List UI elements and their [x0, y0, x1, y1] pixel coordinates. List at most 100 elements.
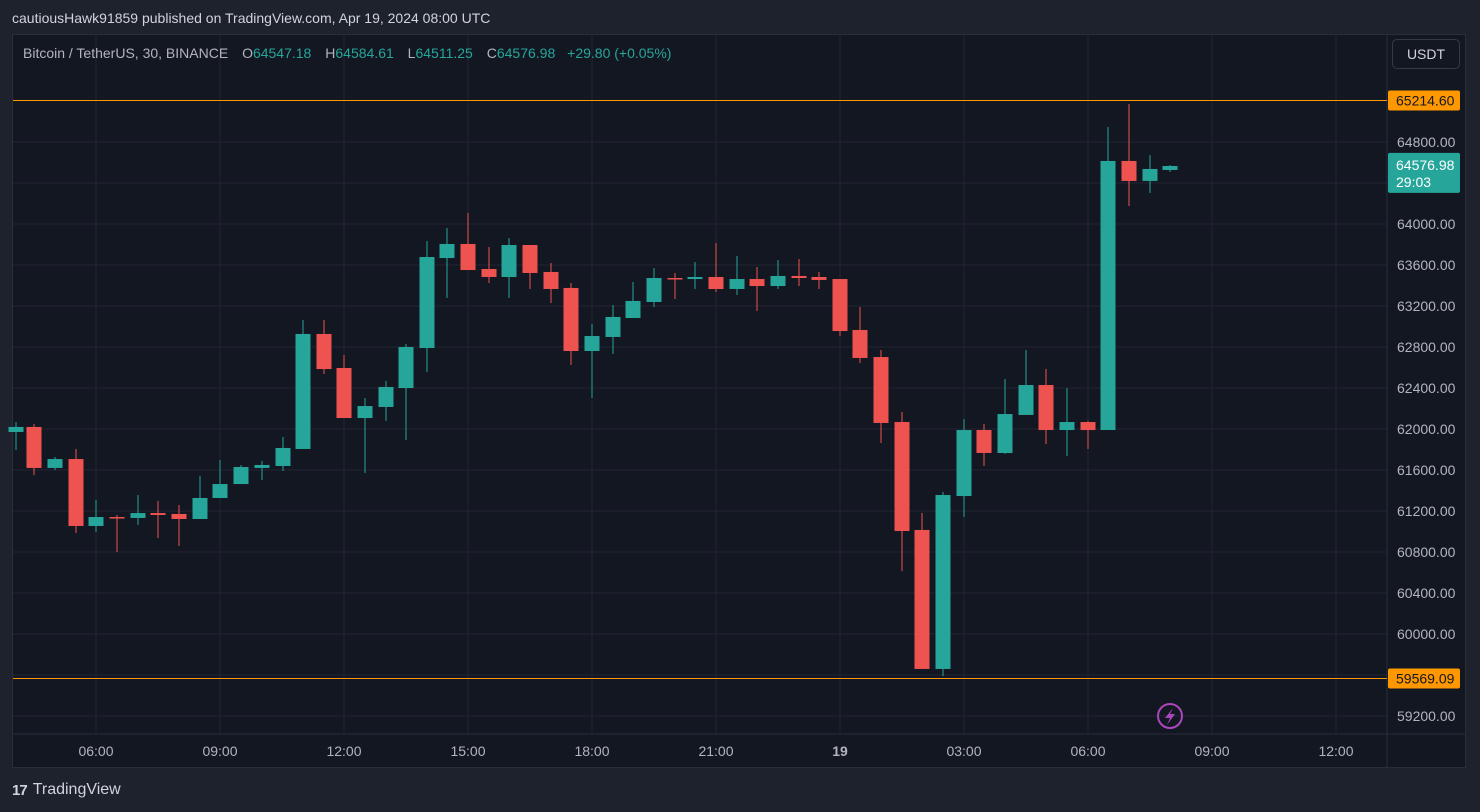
candle-body[interactable]	[192, 497, 208, 519]
candle-body[interactable]	[68, 459, 84, 526]
tradingview-logo-icon: 17	[12, 781, 28, 799]
candle-body[interactable]	[1080, 422, 1096, 431]
bar-countdown-label: 29:03	[1396, 174, 1431, 190]
time-tick-label: 15:00	[450, 743, 485, 759]
candle-body[interactable]	[914, 529, 930, 669]
candle-body[interactable]	[275, 447, 291, 467]
candle-body[interactable]	[26, 426, 42, 468]
candle-body[interactable]	[625, 300, 641, 318]
open-label: O	[242, 45, 253, 61]
candle-body[interactable]	[894, 422, 910, 531]
candle-body[interactable]	[130, 513, 146, 518]
price-tick-label: 62000.00	[1397, 421, 1456, 437]
candle-body[interactable]	[419, 257, 435, 349]
candle-body[interactable]	[460, 243, 476, 271]
price-tick-label: 62400.00	[1397, 380, 1456, 396]
price-tick-label: 63600.00	[1397, 257, 1456, 273]
candle-body[interactable]	[109, 517, 125, 519]
candle-body[interactable]	[584, 336, 600, 351]
candle-body[interactable]	[47, 459, 63, 468]
time-tick-label: 09:00	[1194, 743, 1229, 759]
price-tick-label: 62800.00	[1397, 339, 1456, 355]
candle-body[interactable]	[563, 287, 579, 351]
close-value: 64576.98	[496, 45, 556, 61]
candle-body[interactable]	[212, 484, 228, 498]
symbol-title: Bitcoin / TetherUS, 30, BINANCE	[23, 45, 229, 61]
candle-body[interactable]	[357, 406, 373, 419]
candle-body[interactable]	[1142, 168, 1158, 181]
candle-body[interactable]	[708, 276, 724, 289]
candle-body[interactable]	[522, 245, 538, 273]
candle-body[interactable]	[605, 316, 621, 337]
candle-body[interactable]	[481, 268, 497, 277]
publish-info: cautiousHawk91859 published on TradingVi…	[12, 10, 491, 26]
candle-body[interactable]	[1162, 165, 1178, 170]
candle-body[interactable]	[646, 278, 662, 303]
candle-body[interactable]	[749, 279, 765, 287]
time-tick-label: 06:00	[1070, 743, 1105, 759]
open-value: 64547.18	[252, 45, 312, 61]
chart-frame[interactable]	[12, 34, 1466, 768]
horizontal-line-price-label: 65214.60	[1396, 93, 1455, 109]
candle-body[interactable]	[935, 495, 951, 669]
candle-body[interactable]	[171, 513, 187, 519]
close-label: C	[486, 45, 497, 61]
price-tick-label: 61200.00	[1397, 503, 1456, 519]
candle-body[interactable]	[770, 275, 786, 287]
price-tick-label: 61600.00	[1397, 462, 1456, 478]
candle-body[interactable]	[687, 276, 703, 280]
price-tick-label: 60400.00	[1397, 585, 1456, 601]
time-tick-label: 03:00	[946, 743, 981, 759]
candle-body[interactable]	[378, 386, 394, 407]
candle-body[interactable]	[8, 426, 24, 432]
lightning-alert-icon[interactable]	[1157, 703, 1183, 729]
time-tick-label: 18:00	[574, 743, 609, 759]
candle-body[interactable]	[398, 347, 414, 388]
candle-body[interactable]	[316, 333, 332, 370]
candle-body[interactable]	[233, 467, 249, 485]
symbol-legend: Bitcoin / TetherUS, 30, BINANCE O64547.1…	[23, 45, 671, 61]
currency-button[interactable]: USDT	[1392, 39, 1460, 69]
time-tick-label: 19	[832, 743, 848, 759]
low-label: L	[407, 45, 416, 61]
time-tick-label: 06:00	[78, 743, 113, 759]
candle-body[interactable]	[543, 271, 559, 289]
candle-body[interactable]	[811, 276, 827, 280]
brand-name: TradingView	[32, 781, 121, 798]
candle-body[interactable]	[501, 245, 517, 277]
price-tick-label: 60800.00	[1397, 544, 1456, 560]
candle-body[interactable]	[791, 275, 807, 279]
horizontal-line-price-badge	[1388, 90, 1460, 111]
candle-body[interactable]	[1121, 160, 1137, 181]
candle-body[interactable]	[88, 517, 104, 526]
candle-body[interactable]	[729, 279, 745, 289]
candle-body[interactable]	[667, 278, 683, 280]
candle-body[interactable]	[1100, 160, 1116, 431]
candle-body[interactable]	[956, 430, 972, 497]
candle-body[interactable]	[873, 357, 889, 423]
lightning-bolt-icon	[1165, 708, 1175, 725]
candle-body[interactable]	[832, 279, 848, 332]
price-tick-label: 64800.00	[1397, 134, 1456, 150]
price-tick-label: 64000.00	[1397, 216, 1456, 232]
last-price-label: 64576.98	[1396, 157, 1455, 173]
candle-body[interactable]	[336, 368, 352, 419]
candle-body[interactable]	[254, 464, 270, 468]
candle-body[interactable]	[1059, 422, 1075, 431]
high-label: H	[325, 45, 336, 61]
candle-body[interactable]	[1018, 385, 1034, 415]
footer-branding[interactable]: 17 TradingView	[12, 781, 121, 799]
candle-body[interactable]	[439, 243, 455, 259]
candle-body[interactable]	[976, 430, 992, 453]
candle-body[interactable]	[1038, 385, 1054, 431]
candle-body[interactable]	[997, 414, 1013, 453]
candle-body[interactable]	[150, 513, 166, 515]
low-value: 64511.25	[415, 45, 473, 61]
candle-body[interactable]	[295, 333, 311, 449]
candle-body[interactable]	[852, 329, 868, 358]
horizontal-line-price-badge	[1388, 668, 1460, 689]
time-tick-label: 09:00	[202, 743, 237, 759]
horizontal-line-price-label: 59569.09	[1396, 671, 1455, 687]
price-tick-label: 63200.00	[1397, 298, 1456, 314]
